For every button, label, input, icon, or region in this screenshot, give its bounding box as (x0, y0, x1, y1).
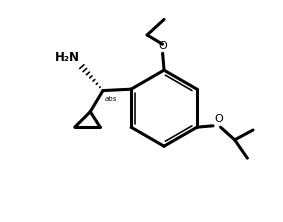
Text: O: O (158, 41, 167, 51)
Text: abs: abs (104, 96, 117, 102)
Text: H₂N: H₂N (55, 52, 80, 64)
Text: O: O (215, 114, 223, 124)
